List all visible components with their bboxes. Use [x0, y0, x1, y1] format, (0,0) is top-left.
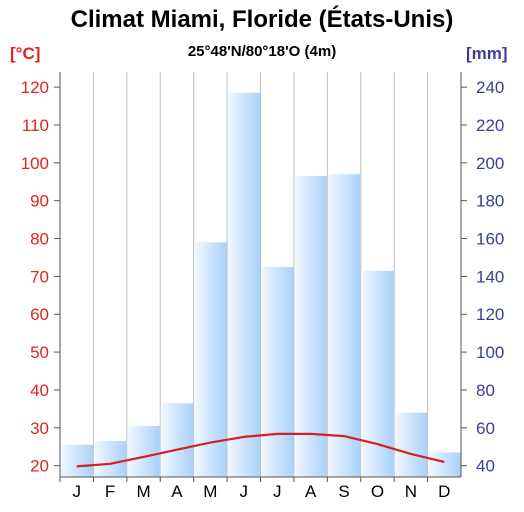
month-label: M [203, 482, 217, 501]
precip-bar-J [227, 92, 260, 478]
precip-bar-M [127, 425, 160, 477]
left-tick-label: 120 [21, 78, 49, 97]
precip-bar-O [361, 270, 394, 477]
month-label: D [438, 482, 450, 501]
month-label: M [136, 482, 150, 501]
precip-bar-F [93, 441, 127, 477]
right-tick-label: 140 [476, 267, 504, 286]
precip-bar-J [60, 444, 93, 477]
precip-bar-M [194, 242, 227, 477]
precip-bar-A [160, 403, 194, 477]
left-tick-label: 50 [30, 343, 49, 362]
grid-lines [59, 72, 462, 477]
left-tick-label: 40 [30, 381, 49, 400]
right-tick-label: 100 [476, 343, 504, 362]
right-tick-label: 220 [476, 116, 504, 135]
precip-bar-S [327, 174, 361, 477]
left-tick-label: 110 [22, 116, 49, 135]
tick-labels: 20 30 40 50 60 70 80 90 100 110 120 40 60 80 100 120 140… [21, 78, 505, 501]
right-tick-label: 40 [476, 457, 495, 476]
month-label: J [240, 482, 249, 501]
chart-title: Climat Miami, Floride (États-Unis) [70, 6, 454, 33]
left-tick-label: 100 [21, 154, 49, 173]
temperature-series [76, 432, 445, 468]
month-label: J [72, 482, 81, 501]
month-label: A [171, 482, 183, 501]
precipitation-bars [60, 92, 461, 478]
precip-bar-D [428, 452, 461, 477]
month-label: N [405, 482, 417, 501]
right-tick-label: 120 [476, 305, 504, 324]
right-tick-label: 80 [476, 381, 495, 400]
left-axis-unit: [°C] [10, 44, 41, 63]
precip-bar-J [261, 266, 294, 477]
axes [54, 72, 467, 482]
right-tick-label: 60 [476, 419, 495, 438]
right-tick-label: 180 [476, 192, 504, 211]
left-tick-label: 70 [30, 267, 49, 286]
precip-bar-A [294, 176, 327, 477]
left-tick-label: 80 [30, 230, 49, 249]
month-label: S [338, 482, 349, 501]
left-tick-label: 20 [30, 457, 49, 476]
left-tick-label: 30 [30, 419, 49, 438]
left-tick-label: 90 [30, 192, 49, 211]
right-axis-unit: [mm] [466, 44, 508, 63]
temperature-line [76, 432, 445, 468]
left-tick-label: 60 [30, 305, 49, 324]
chart-subtitle: 25°48'N/80°18'O (4m) [187, 43, 337, 60]
month-label: O [371, 482, 384, 501]
precip-bar-N [394, 412, 428, 477]
month-label: F [105, 482, 115, 501]
right-tick-label: 240 [476, 78, 504, 97]
right-tick-label: 160 [476, 230, 504, 249]
right-tick-label: 200 [476, 154, 504, 173]
month-label: A [305, 482, 317, 501]
month-label: J [273, 482, 282, 501]
